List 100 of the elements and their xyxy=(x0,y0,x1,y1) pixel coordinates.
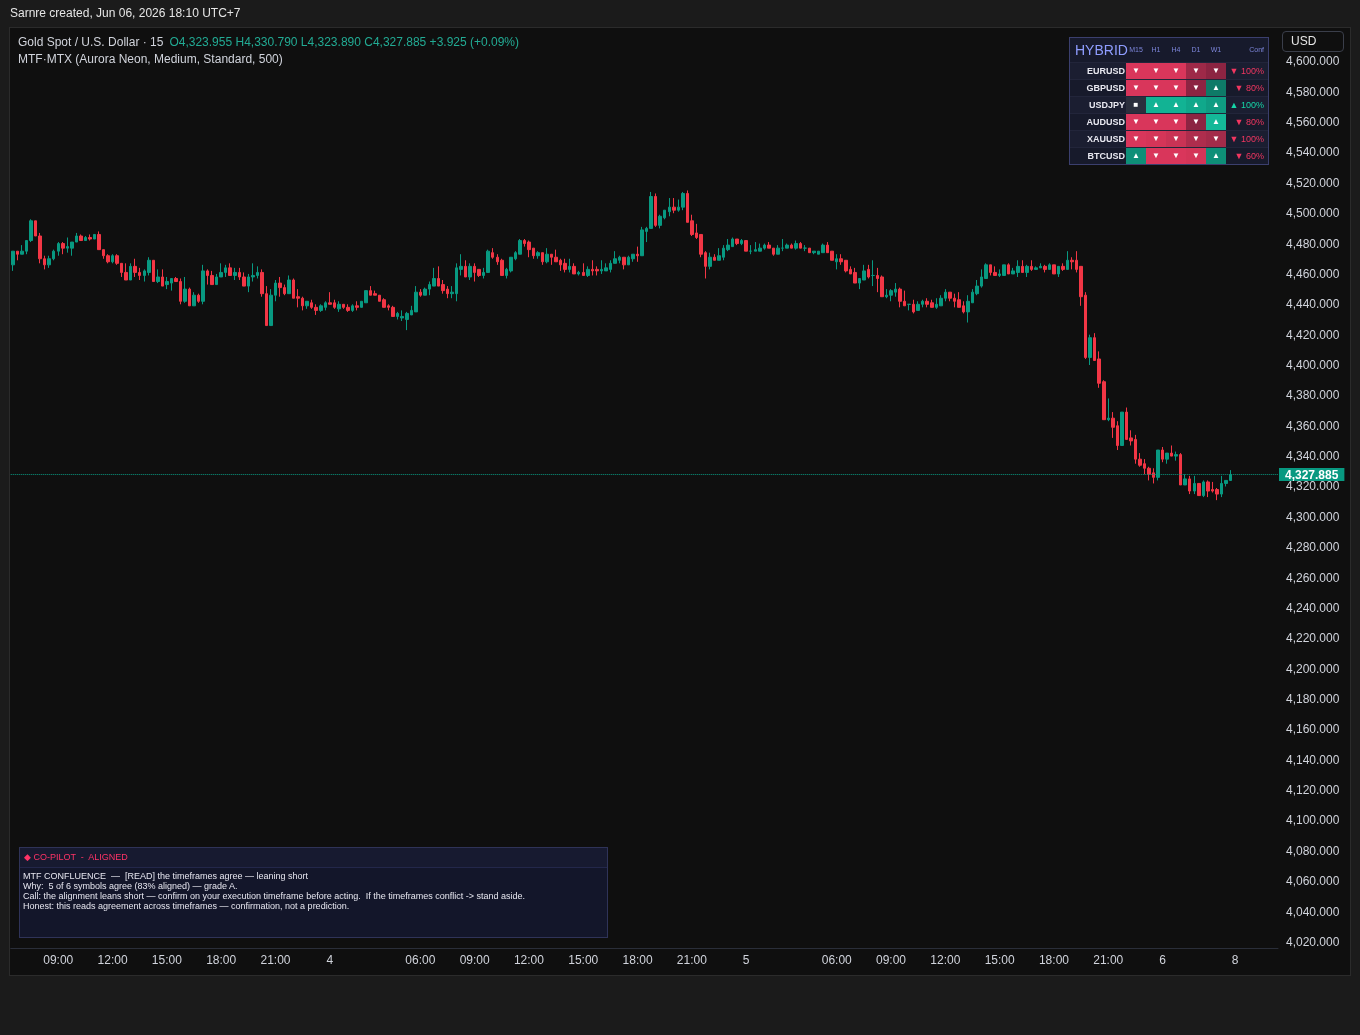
candlestick xyxy=(355,300,359,311)
candlestick xyxy=(124,262,128,281)
candlestick xyxy=(1161,446,1164,463)
candlestick xyxy=(328,291,332,305)
candlestick xyxy=(242,271,246,287)
category-label: ▼ 100% xyxy=(1229,66,1264,76)
candlestick xyxy=(871,259,875,287)
text: ◆ CO-PILOT - ALIGNED xyxy=(20,848,607,868)
candlestick xyxy=(1048,262,1051,270)
category-label: USDJPY xyxy=(1088,100,1125,110)
candlestick xyxy=(16,250,19,261)
candlestick xyxy=(210,270,214,286)
candlestick xyxy=(1002,264,1006,276)
x-tick-label: 12:00 xyxy=(513,953,545,967)
x-tick-label: 4 xyxy=(326,953,334,967)
text: ▼ xyxy=(1152,66,1160,75)
candlestick xyxy=(1197,482,1201,497)
candlestick xyxy=(735,238,739,246)
text: Sarnre created, Jun 06, 2026 18:10 UTC+7 xyxy=(10,5,241,22)
candlestick xyxy=(382,297,386,308)
candlestick xyxy=(337,300,341,313)
candlestick xyxy=(527,240,531,258)
y-tick-label: 4,360.000 xyxy=(1286,418,1340,433)
y-tick-label: 4,260.000 xyxy=(1286,570,1340,585)
candlestick xyxy=(165,276,169,290)
candlestick xyxy=(785,243,789,249)
candlestick xyxy=(681,191,685,211)
candlestick xyxy=(1120,411,1124,446)
annotation: Call: the alignment leans short — confirm on your execution timeframe before acting. If the timeframes conflict -> stand aside. xyxy=(23,891,526,901)
candlestick xyxy=(993,265,997,276)
candlestick xyxy=(577,270,580,276)
x-tick-label: 12:00 xyxy=(930,953,961,967)
x-tick-label: 21:00 xyxy=(260,953,291,967)
candlestick xyxy=(916,300,920,311)
candlestick xyxy=(233,267,237,281)
x-tick-label: 15:00 xyxy=(568,953,599,967)
candlestick xyxy=(790,243,793,249)
y-tick-label: 4,300.000 xyxy=(1286,509,1340,524)
category-label: ▼ 80% xyxy=(1234,83,1264,93)
candlestick xyxy=(305,300,309,310)
x-tick-label: 21:00 xyxy=(1093,953,1124,967)
x-tick-label: 5 xyxy=(742,953,750,967)
candlestick xyxy=(183,276,187,304)
x-tick-label: 15:00 xyxy=(151,953,183,967)
text: ▼ xyxy=(1152,83,1160,92)
candlestick xyxy=(812,250,816,255)
text: ▼ xyxy=(1152,151,1160,160)
candlestick xyxy=(536,250,540,260)
y-tick-label: 4,160.000 xyxy=(1286,722,1340,737)
y-tick-label: 4,280.000 xyxy=(1286,540,1340,555)
candlestick xyxy=(1107,397,1110,422)
y-tick-label: 4,400.000 xyxy=(1286,358,1340,373)
candlestick xyxy=(1206,479,1210,498)
candlestick xyxy=(717,247,721,261)
candlestick xyxy=(545,247,549,264)
candlestick xyxy=(228,262,232,276)
candlestick xyxy=(1188,475,1191,495)
text: ▼ xyxy=(1172,151,1180,160)
candlestick xyxy=(604,262,608,272)
x-tick-label: 09:00 xyxy=(43,953,74,967)
y-tick-label: 4,100.000 xyxy=(1286,813,1340,828)
candlestick xyxy=(799,241,802,249)
x-tick-label: 06:00 xyxy=(405,953,436,967)
candlestick xyxy=(1043,264,1047,273)
y-tick-label: 4,180.000 xyxy=(1286,692,1340,707)
y-tick-label: 4,580.000 xyxy=(1286,84,1340,99)
candlestick xyxy=(197,293,200,304)
candlestick xyxy=(111,253,114,264)
candlestick xyxy=(314,303,318,316)
candlestick xyxy=(57,241,60,257)
candlestick xyxy=(419,288,422,298)
candlestick xyxy=(11,250,15,272)
text: HYBRID xyxy=(1075,41,1128,60)
text: ▲ xyxy=(1172,100,1180,109)
candlestick xyxy=(1061,262,1065,272)
candlestick xyxy=(776,244,780,255)
x-tick-label: 6 xyxy=(1159,953,1167,967)
category-label: AUDUSD xyxy=(1086,117,1125,127)
candlestick xyxy=(201,264,205,305)
candlestick xyxy=(161,268,164,287)
text: ▼ xyxy=(1192,83,1200,92)
candlestick xyxy=(1179,452,1182,486)
candlestick xyxy=(1066,250,1069,270)
candlestick xyxy=(740,238,743,246)
y-axis-title: USD xyxy=(1282,31,1344,52)
candlestick xyxy=(572,262,576,275)
text: ▼ xyxy=(1192,134,1200,143)
text: ▲ xyxy=(1212,83,1220,92)
candlestick xyxy=(622,256,626,270)
y-tick-label: 4,080.000 xyxy=(1286,843,1340,858)
candlestick xyxy=(631,253,635,263)
candlestick xyxy=(1193,475,1196,495)
ref-line-label: 4,327.885 xyxy=(1285,467,1339,482)
x-tick-label: 18:00 xyxy=(1038,953,1070,967)
candlestick xyxy=(867,264,870,279)
candlestick xyxy=(658,214,662,229)
y-tick-label: 4,240.000 xyxy=(1286,600,1340,615)
text: ▼ xyxy=(1212,134,1220,143)
y-tick-label: 4,060.000 xyxy=(1286,874,1340,889)
candlestick xyxy=(744,240,748,252)
